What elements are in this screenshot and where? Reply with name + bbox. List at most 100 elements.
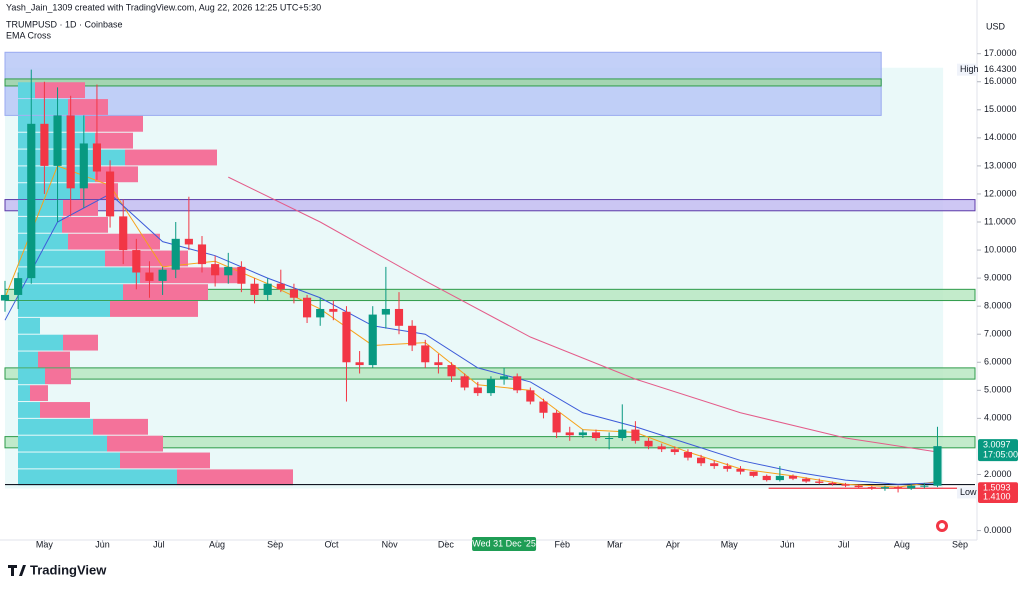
profile-down: [95, 166, 138, 183]
y-tick-label: 10.0000: [984, 244, 1017, 254]
candle-body: [867, 487, 876, 489]
candle-body: [697, 457, 706, 464]
profile-down: [63, 334, 98, 351]
candle-body: [53, 115, 62, 166]
candle-body: [565, 432, 574, 436]
y-tick-label: 0.0000: [984, 525, 1012, 535]
profile-up: [18, 418, 93, 435]
profile-up: [18, 351, 38, 368]
profile-up: [18, 284, 123, 301]
candle-body: [329, 308, 338, 312]
candle-body: [683, 452, 693, 458]
marker-price: 1.5093: [983, 483, 1011, 493]
high-value: 16.4300: [984, 64, 1017, 74]
profile-up: [18, 82, 35, 99]
candle-body: [408, 325, 417, 346]
x-tick-label: Mar: [607, 539, 623, 549]
x-tick-label: Jul: [838, 539, 850, 549]
candle-body: [171, 238, 180, 270]
candle-body: [316, 308, 325, 318]
y-tick-label: 12.0000: [984, 188, 1017, 198]
profile-up: [18, 166, 95, 183]
x-tick-label: Aug: [894, 539, 910, 549]
y-tick-label: 2.0000: [984, 469, 1012, 479]
profile-down: [45, 368, 71, 385]
zone: [4, 367, 976, 380]
candle-body: [66, 115, 75, 189]
profile-up: [18, 435, 107, 452]
profile-down: [40, 402, 90, 418]
candle-body: [552, 412, 561, 433]
profile-down: [38, 351, 70, 368]
candle-body: [145, 272, 154, 281]
candle-body: [605, 438, 614, 440]
candle-body: [578, 432, 587, 436]
x-tick-label: Feb: [554, 539, 570, 549]
candle-body: [710, 463, 719, 467]
candle-body: [854, 485, 863, 488]
y-tick-label: 13.0000: [984, 160, 1017, 170]
candle-body: [381, 308, 390, 315]
profile-up: [18, 385, 30, 402]
candle-body: [657, 446, 666, 450]
high-label: High: [960, 64, 979, 74]
candle-body: [473, 387, 482, 394]
brand-logo: TradingView: [8, 562, 107, 577]
candle-body: [894, 487, 903, 489]
candle-body: [815, 481, 824, 483]
candle-body: [802, 478, 811, 482]
candle-body: [500, 376, 509, 380]
y-tick-label: 17.0000: [984, 48, 1017, 58]
profile-up: [18, 301, 110, 317]
y-tick-label: 7.0000: [984, 329, 1012, 339]
profile-up: [18, 216, 62, 233]
candle-body: [618, 429, 627, 439]
profile-down: [35, 82, 85, 99]
x-tick-label: Dec: [438, 539, 455, 549]
x-tick-label: Nov: [382, 539, 399, 549]
profile-up: [18, 368, 45, 385]
candle-body: [644, 440, 653, 447]
profile-down: [30, 385, 48, 402]
candle-body: [421, 345, 430, 363]
candle-body: [749, 471, 758, 476]
plot-area: [0, 51, 976, 493]
candle-body: [342, 311, 351, 363]
brand: TradingView: [30, 562, 107, 577]
symbol-title: TRUMPUSD · 1D · Coinbase: [6, 19, 123, 29]
x-tick-label: Apr: [666, 539, 680, 549]
profile-down: [125, 149, 217, 166]
candle-body: [276, 283, 285, 290]
candle-body: [828, 482, 837, 485]
profile-up: [18, 267, 140, 284]
profile-down: [107, 435, 163, 452]
candle-body: [526, 390, 535, 402]
last-price-badge: [978, 439, 1018, 462]
x-tick-label: Sep: [952, 539, 968, 549]
profile-down: [63, 200, 98, 216]
candle-body: [513, 376, 522, 391]
ema-line: [228, 176, 938, 453]
candle-body: [40, 123, 49, 166]
profile-down: [120, 452, 210, 469]
candle-body: [486, 379, 496, 394]
clock-icon: [936, 520, 948, 532]
x-tick-highlight: [472, 537, 537, 551]
candle-body: [434, 362, 443, 366]
candle-body: [736, 468, 745, 472]
profile-down: [123, 284, 208, 301]
profile-down: [68, 233, 160, 250]
y-tick-label: 9.0000: [984, 272, 1012, 282]
profile-down: [105, 250, 188, 267]
candle-body: [907, 485, 916, 489]
x-tick-label: Jun: [95, 539, 110, 549]
x-tick-label: Jul: [153, 539, 165, 549]
candle-body: [224, 266, 233, 276]
zone: [4, 78, 882, 87]
y-tick-label: 14.0000: [984, 132, 1017, 142]
currency: USD: [986, 21, 1006, 31]
candle-body: [14, 278, 23, 295]
candle-body: [880, 487, 890, 489]
candle-body: [775, 475, 784, 481]
